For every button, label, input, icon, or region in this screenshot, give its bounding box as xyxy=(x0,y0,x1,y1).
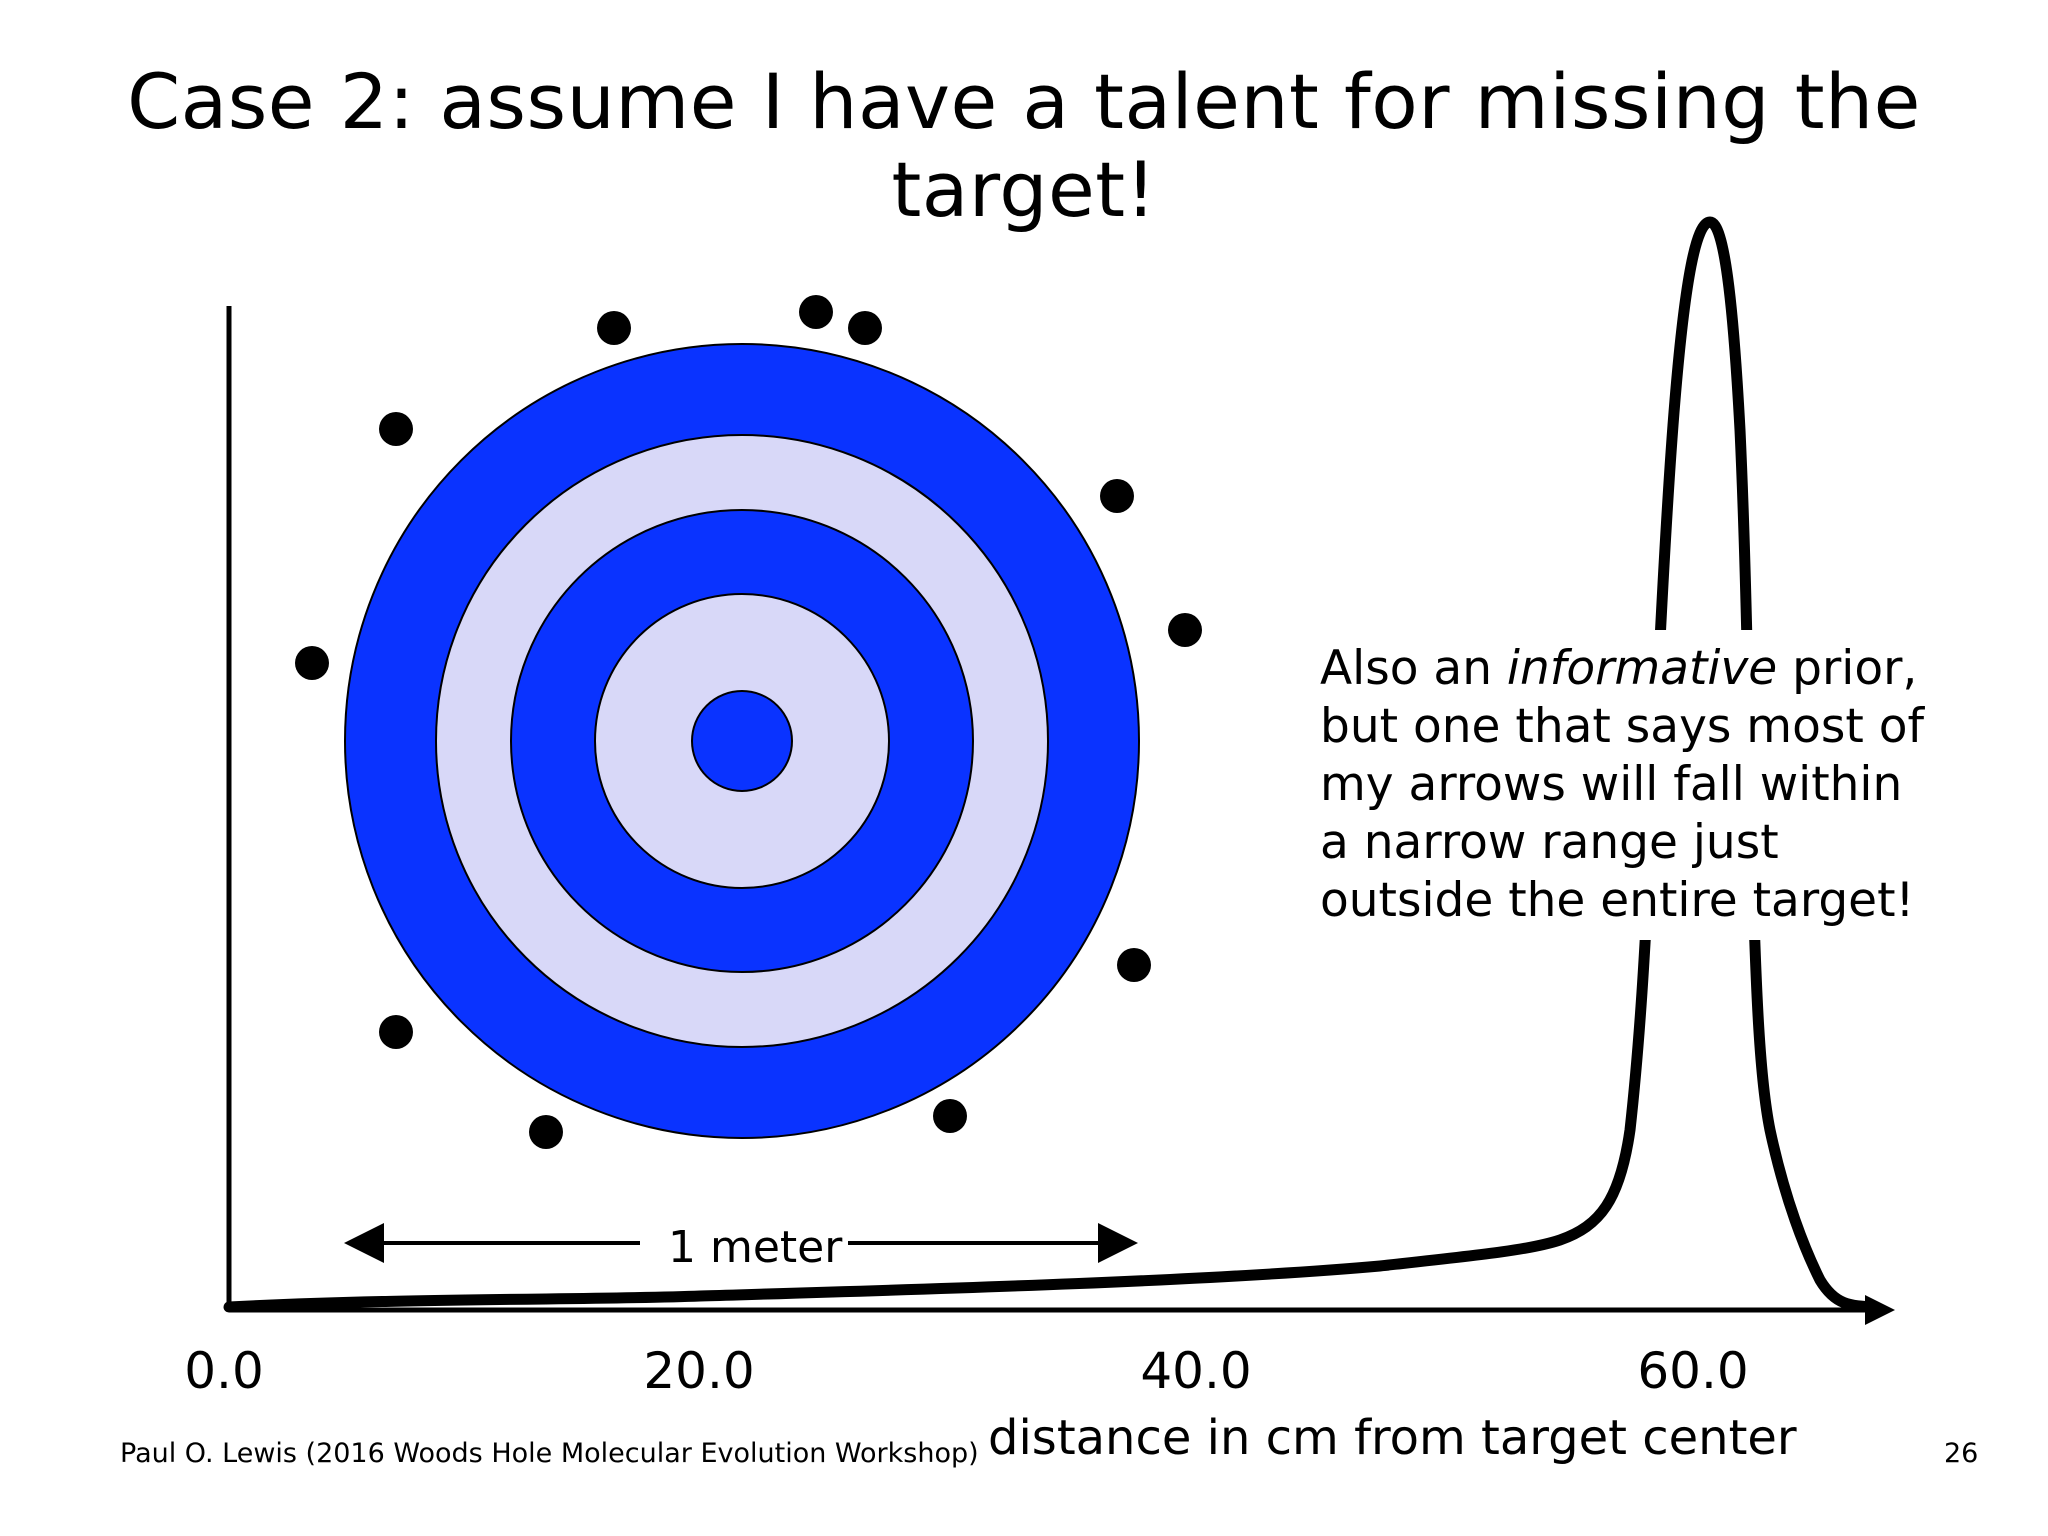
arrow-hit-dot xyxy=(1117,948,1151,982)
arrow-hits xyxy=(295,295,1202,1149)
arrow-hit-dot xyxy=(1100,479,1134,513)
annotation-line-3: my arrows will fall within xyxy=(1320,757,1903,812)
annotation-line-5: outside the entire target! xyxy=(1320,873,1915,928)
arrow-hit-dot xyxy=(379,1015,413,1049)
page-number: 26 xyxy=(1944,1438,1979,1469)
scale-label: 1 meter xyxy=(662,1222,849,1273)
arrow-hit-dot xyxy=(379,412,413,446)
target-bullseye xyxy=(691,690,793,792)
arrow-hit-dot xyxy=(933,1099,967,1133)
arrow-hit-dot xyxy=(799,295,833,329)
footer-credit: Paul O. Lewis (2016 Woods Hole Molecular… xyxy=(120,1438,979,1469)
title-line-2: target! xyxy=(891,145,1157,234)
title-line-1: Case 2: assume I have a talent for missi… xyxy=(127,57,1921,146)
arrow-hit-dot xyxy=(295,646,329,680)
annotation-line-2: but one that says most of xyxy=(1320,699,1925,754)
arrow-hit-dot xyxy=(529,1115,563,1149)
x-tick-label: 20.0 xyxy=(643,1342,755,1400)
arrow-hit-dot xyxy=(848,311,882,345)
annotation-line-4: a narrow range just xyxy=(1320,815,1779,870)
annotation-line-1: Also an informative prior, xyxy=(1320,640,1960,698)
x-axis-label: distance in cm from target center xyxy=(988,1410,1797,1466)
annotation-line-1-post: prior, xyxy=(1777,641,1918,696)
annotation-text: Also an informative prior, but one that … xyxy=(1320,640,1960,930)
annotation-emphasis: informative xyxy=(1506,641,1778,696)
slide-title: Case 2: assume I have a talent for missi… xyxy=(0,58,2048,234)
annotation-backdrop xyxy=(1312,630,1912,940)
arrow-hit-dot xyxy=(1168,613,1202,647)
target xyxy=(344,343,1140,1139)
annotation-line-1-pre: Also an xyxy=(1320,641,1507,696)
arrow-hit-dot xyxy=(597,311,631,345)
x-tick-label: 0.0 xyxy=(184,1342,264,1400)
x-tick-label: 40.0 xyxy=(1140,1342,1252,1400)
x-tick-label: 60.0 xyxy=(1637,1342,1749,1400)
